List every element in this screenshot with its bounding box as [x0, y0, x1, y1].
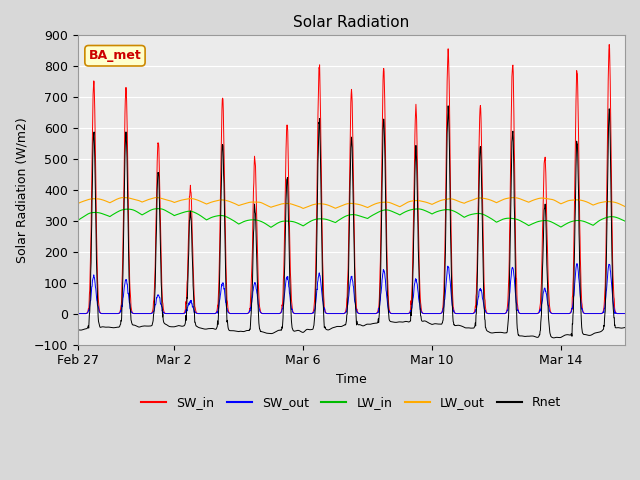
LW_out	[74, 201, 81, 206]
SW_out	[368, 311, 376, 316]
LW_out	[153, 195, 161, 201]
Rnet	[195, 325, 203, 331]
LW_in	[267, 225, 275, 230]
SW_out	[164, 311, 172, 316]
LW_in	[89, 210, 97, 216]
Rnet	[368, 321, 376, 327]
Line: SW_out: SW_out	[77, 264, 625, 313]
LW_in	[164, 209, 172, 215]
Legend: SW_in, SW_out, LW_in, LW_out, Rnet: SW_in, SW_out, LW_in, LW_out, Rnet	[136, 391, 566, 414]
SW_out	[89, 276, 97, 282]
LW_in	[74, 218, 81, 224]
SW_out	[211, 311, 218, 316]
SW_in	[621, 311, 629, 316]
LW_out	[621, 204, 629, 209]
Rnet	[501, 330, 509, 336]
SW_in	[195, 311, 203, 316]
Line: Rnet: Rnet	[77, 106, 625, 338]
LW_out	[300, 205, 307, 211]
SW_out	[195, 311, 203, 316]
SW_in	[500, 311, 508, 316]
Rnet	[74, 327, 81, 333]
Rnet	[444, 103, 452, 109]
Line: SW_in: SW_in	[77, 45, 625, 313]
LW_in	[369, 213, 376, 218]
SW_out	[74, 311, 81, 316]
LW_out	[211, 198, 219, 204]
Y-axis label: Solar Radiation (W/m2): Solar Radiation (W/m2)	[15, 117, 28, 263]
LW_in	[501, 216, 509, 221]
SW_in	[89, 108, 97, 113]
LW_in	[211, 214, 219, 219]
SW_in	[164, 311, 172, 316]
Title: Solar Radiation: Solar Radiation	[293, 15, 410, 30]
LW_out	[369, 202, 376, 208]
LW_out	[501, 196, 509, 202]
Rnet	[89, 156, 97, 161]
SW_in	[74, 311, 81, 316]
X-axis label: Time: Time	[336, 373, 367, 386]
LW_in	[154, 206, 162, 212]
LW_in	[196, 212, 204, 218]
SW_in	[605, 42, 613, 48]
SW_out	[500, 311, 508, 316]
SW_in	[211, 311, 218, 316]
Text: BA_met: BA_met	[88, 49, 141, 62]
Line: LW_out: LW_out	[77, 198, 625, 208]
LW_out	[89, 196, 97, 202]
Line: LW_in: LW_in	[77, 209, 625, 228]
Rnet	[621, 324, 629, 330]
LW_in	[621, 218, 629, 224]
Rnet	[550, 335, 557, 341]
SW_in	[368, 311, 376, 316]
LW_out	[164, 197, 172, 203]
Rnet	[211, 326, 218, 332]
LW_out	[196, 198, 204, 204]
SW_out	[573, 261, 581, 266]
Rnet	[164, 323, 172, 328]
SW_out	[621, 311, 629, 316]
